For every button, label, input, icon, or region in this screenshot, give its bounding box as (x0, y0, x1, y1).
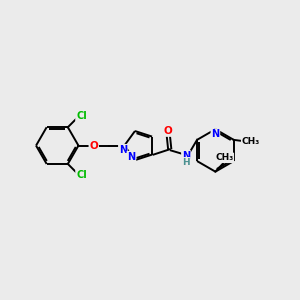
Text: N: N (128, 152, 136, 162)
Text: CH₃: CH₃ (242, 137, 260, 146)
Text: CH₃: CH₃ (215, 153, 233, 162)
Text: N: N (182, 151, 190, 161)
Text: O: O (164, 126, 173, 136)
Text: Cl: Cl (76, 170, 87, 180)
Text: O: O (89, 141, 98, 151)
Text: Cl: Cl (76, 111, 87, 121)
Text: H: H (182, 158, 190, 167)
Text: N: N (119, 145, 127, 155)
Text: N: N (211, 129, 219, 139)
